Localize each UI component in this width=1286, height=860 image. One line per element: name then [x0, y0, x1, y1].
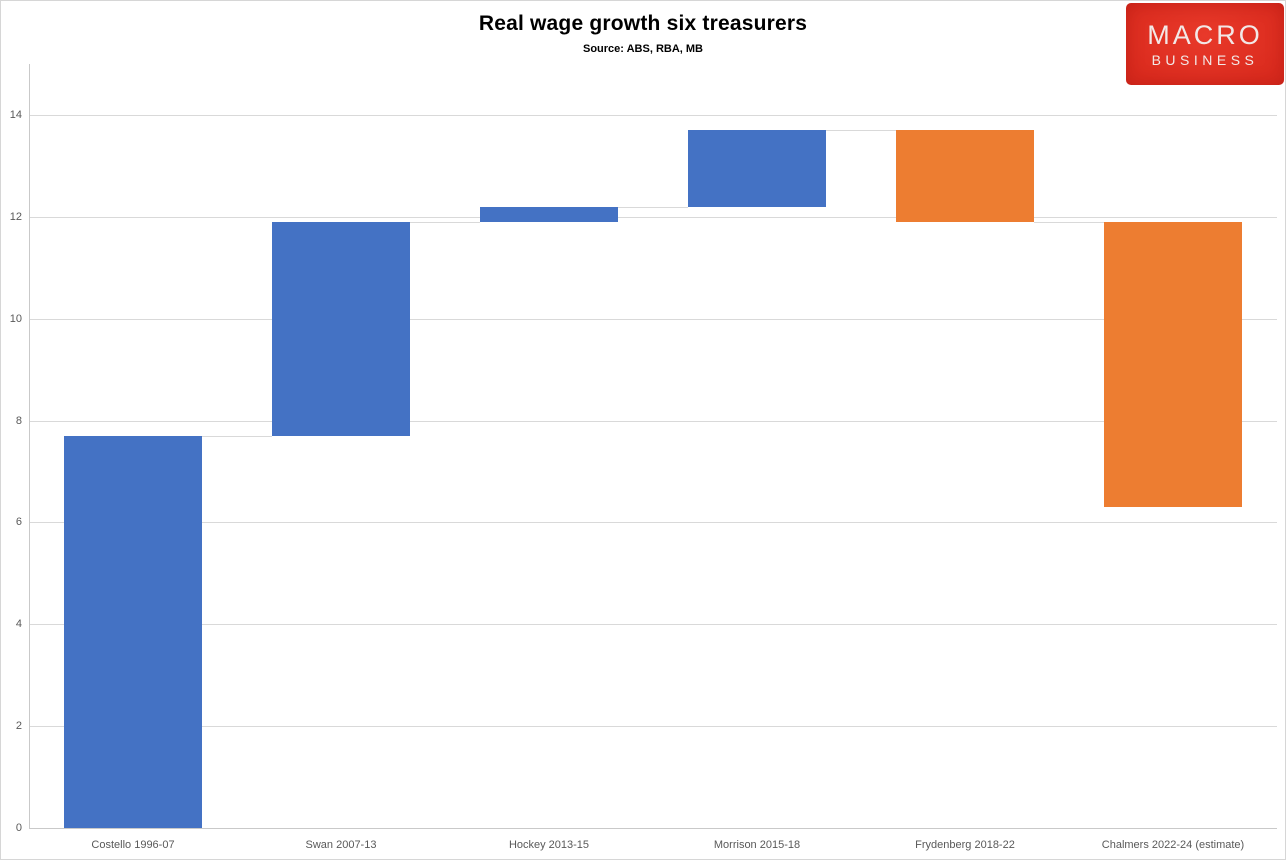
waterfall-bar-3 [480, 206, 618, 222]
waterfall-bar-4 [688, 130, 826, 207]
y-gridline [29, 216, 1277, 218]
connector-line [826, 130, 896, 132]
x-category-label: Chalmers 2022-24 (estimate) [1101, 839, 1245, 851]
y-gridline [29, 726, 1277, 728]
connector-line [202, 435, 272, 437]
waterfall-bar-2 [272, 221, 410, 436]
x-category-label: Hockey 2013-15 [508, 839, 590, 851]
connector-line [618, 206, 688, 208]
x-category-label: Morrison 2015-18 [713, 839, 801, 851]
x-axis-line [29, 828, 1277, 829]
x-category-label: Costello 1996-07 [91, 839, 175, 851]
y-gridline [29, 318, 1277, 320]
y-tick-label: 4 [15, 618, 22, 631]
connector-line [1034, 221, 1104, 223]
waterfall-bar-5 [896, 130, 1034, 222]
y-axis-line [29, 64, 30, 828]
logo-text-macro: MACRO [1147, 19, 1263, 50]
y-tick-label: 0 [15, 822, 22, 834]
y-gridline [29, 114, 1277, 116]
chart-title: Real wage growth six treasurers [478, 12, 808, 35]
logo-text-business: BUSINESS [1151, 51, 1259, 68]
waterfall-bar-1 [64, 435, 202, 828]
waterfall-bar-6 [1104, 221, 1242, 508]
y-gridline [29, 624, 1277, 626]
x-category-label: Frydenberg 2018-22 [915, 839, 1015, 851]
y-tick-label: 6 [15, 516, 22, 529]
chart-subtitle: Source: ABS, RBA, MB [583, 43, 703, 55]
y-tick-label: 14 [9, 108, 22, 121]
macrobusiness-logo: MACRO BUSINESS [1126, 3, 1284, 85]
y-tick-label: 12 [9, 210, 22, 223]
connector-line [410, 221, 480, 223]
y-gridline [29, 522, 1277, 524]
y-tick-label: 10 [9, 312, 22, 325]
y-gridline [29, 420, 1277, 422]
x-category-label: Swan 2007-13 [305, 839, 377, 851]
y-tick-label: 2 [15, 720, 22, 733]
y-tick-label: 8 [15, 414, 22, 427]
